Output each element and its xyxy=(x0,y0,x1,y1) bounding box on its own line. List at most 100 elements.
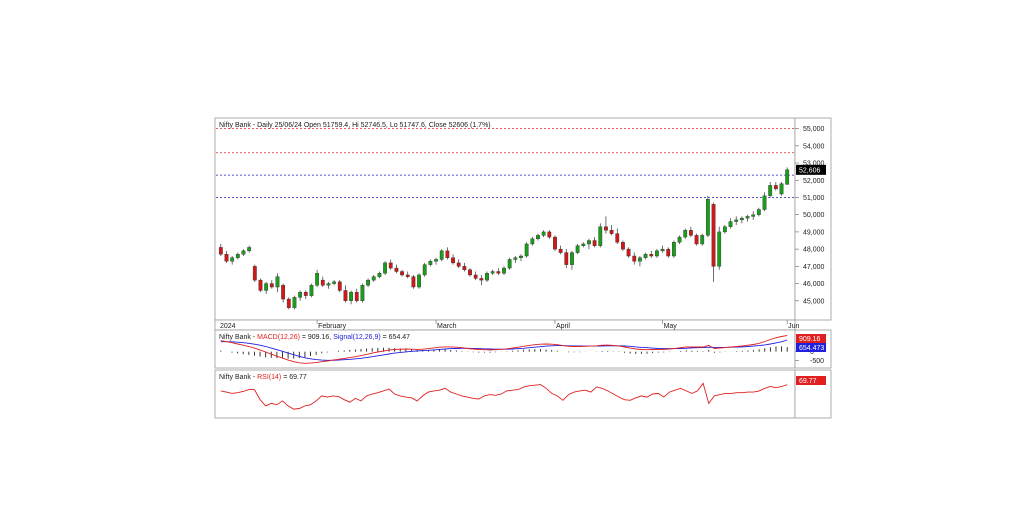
signal-legend-name: Signal(12,26,9) xyxy=(333,334,380,341)
candle-body xyxy=(422,264,427,276)
candle xyxy=(609,225,614,236)
date-label: Jun xyxy=(788,323,799,330)
candle-body xyxy=(519,255,523,258)
candle-body xyxy=(547,231,552,238)
price-y-tick-label: 52,000 xyxy=(803,178,825,185)
macd-y-tick-label: 0 xyxy=(810,349,814,356)
candle xyxy=(377,271,382,279)
price-title: Nifty Bank - Daily 25/06/24 Open 51759.4… xyxy=(219,122,491,129)
candle xyxy=(224,250,229,263)
candle xyxy=(536,233,540,241)
signal-value-badge xyxy=(796,343,826,352)
macd-line xyxy=(220,334,788,364)
price-y-axis: 55,000 54,000 53,000 52,000 51,000 50,000 49,0… xyxy=(795,126,825,305)
candle-body xyxy=(683,229,688,238)
candle-body xyxy=(349,291,353,301)
candle-body xyxy=(592,240,597,246)
price-panel: 55,000 54,000 53,000 52,000 51,000 50,000 49,0… xyxy=(214,117,832,321)
rsi-legend-value: = 69.77 xyxy=(281,374,307,381)
last-close-label: 52,606 xyxy=(799,167,821,174)
candle-body xyxy=(660,248,665,252)
candle xyxy=(711,202,716,282)
candle-body xyxy=(694,235,699,245)
candle xyxy=(553,235,557,251)
candle-body xyxy=(269,283,274,288)
candle-body xyxy=(224,254,229,262)
price-candles xyxy=(218,167,790,310)
candle xyxy=(286,297,291,310)
candle-body xyxy=(388,262,393,269)
candle-body xyxy=(507,259,512,269)
candle xyxy=(439,249,444,262)
price-y-tick-label: 54,000 xyxy=(803,143,825,150)
candle xyxy=(490,269,495,275)
candle xyxy=(258,278,263,293)
candle-body xyxy=(439,250,444,260)
candle xyxy=(456,259,461,269)
candle-body xyxy=(688,229,693,236)
candle-body xyxy=(785,169,790,185)
candle-body xyxy=(332,281,336,284)
candle xyxy=(218,243,223,257)
candle-body xyxy=(728,221,733,227)
rsi-value-label: 69.77 xyxy=(799,378,817,385)
price-y-tick-label: 47,000 xyxy=(803,264,825,271)
date-label: February xyxy=(318,323,347,330)
candle xyxy=(570,250,574,270)
candle-body xyxy=(326,283,331,286)
candle xyxy=(762,192,767,212)
candle xyxy=(405,271,410,279)
candle xyxy=(717,226,722,270)
price-y-tick-label: 49,000 xyxy=(803,229,825,236)
rsi-legend-prefix: Nifty Bank - xyxy=(219,374,257,381)
candle xyxy=(343,285,348,303)
candle xyxy=(621,240,625,251)
candle xyxy=(677,235,682,244)
candle-body xyxy=(479,278,484,281)
date-label: May xyxy=(664,323,678,330)
price-levels xyxy=(216,128,794,198)
candle-body xyxy=(383,262,387,274)
candle xyxy=(655,249,659,258)
candle-body xyxy=(700,235,705,245)
candle xyxy=(666,247,671,258)
candle xyxy=(592,237,597,248)
candle-body xyxy=(241,250,246,255)
price-y-tick-label: 46,000 xyxy=(803,281,825,288)
candle-body xyxy=(530,238,535,245)
candle xyxy=(485,271,489,282)
candle xyxy=(739,216,744,224)
candle xyxy=(694,233,699,246)
candle xyxy=(388,259,393,270)
candle xyxy=(445,247,450,260)
candle xyxy=(394,264,399,274)
candle xyxy=(502,266,506,275)
candle xyxy=(275,273,280,293)
candle-body xyxy=(445,250,450,258)
price-y-tick-label: 50,000 xyxy=(803,212,825,219)
candle-body xyxy=(564,252,569,265)
candle xyxy=(451,254,455,265)
candle xyxy=(349,290,353,305)
candle xyxy=(626,247,631,258)
candle-body xyxy=(751,214,756,217)
candle-body xyxy=(468,269,472,276)
rsi-legend: Nifty Bank - RSI(14) = 69.77 xyxy=(219,374,307,381)
candle-body xyxy=(286,298,291,308)
date-label: March xyxy=(437,323,457,330)
candle-body xyxy=(405,274,410,277)
candle-body xyxy=(247,247,252,252)
macd-legend-name: MACD(12,26) xyxy=(257,334,300,341)
candle-body xyxy=(315,273,320,286)
candle-body xyxy=(502,267,506,274)
candle-body xyxy=(275,276,280,288)
candle xyxy=(756,207,761,217)
candle xyxy=(303,290,308,300)
candle-body xyxy=(320,279,325,286)
candle-body xyxy=(366,279,370,286)
candle xyxy=(230,256,235,265)
candle xyxy=(298,290,303,301)
candle-body xyxy=(762,195,767,210)
macd-histogram xyxy=(220,346,788,359)
price-axis-area xyxy=(794,117,832,321)
